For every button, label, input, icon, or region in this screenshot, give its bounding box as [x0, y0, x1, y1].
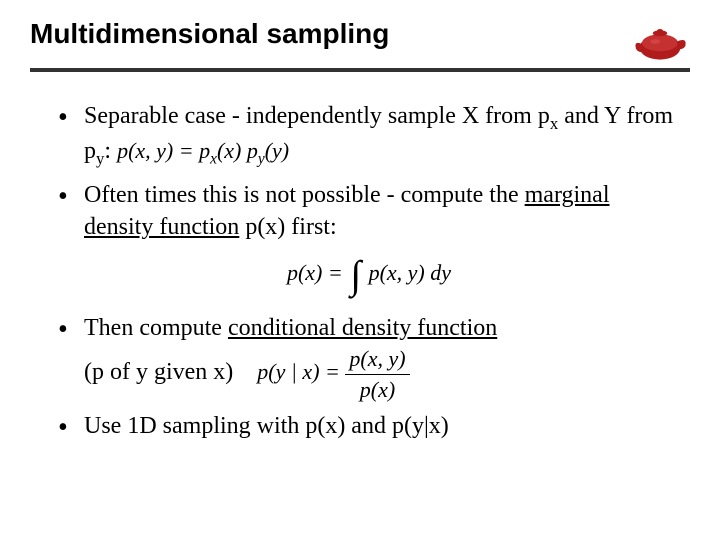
slide-content: • Separable case - independently sample …	[30, 100, 690, 443]
subscript: x	[550, 114, 558, 133]
bullet-text: Then compute conditional density functio…	[84, 312, 680, 405]
text-run: :	[104, 138, 117, 164]
formula-inline: p(x, y) = px(x) py(y)	[117, 138, 289, 163]
text-run: Then compute	[84, 315, 228, 341]
text-run: (p of y given x)	[84, 359, 233, 385]
underlined-term: conditional density function	[228, 315, 497, 341]
text-run: Separable case - independently sample X …	[84, 103, 550, 129]
formula-integrand: p(x, y) dy	[363, 260, 451, 285]
bullet-text: Use 1D sampling with p(x) and p(y|x)	[84, 410, 680, 442]
formula-part: p	[199, 138, 210, 163]
bullet-text: Often times this is not possible - compu…	[84, 179, 680, 244]
fraction: p(x, y) p(x)	[345, 344, 409, 404]
fraction-denominator: p(x)	[345, 375, 409, 405]
bullet-text: Separable case - independently sample X …	[84, 100, 680, 171]
bullet-dot-icon: •	[58, 316, 84, 344]
subscript: x	[210, 151, 217, 168]
bullet-item: • Use 1D sampling with p(x) and p(y|x)	[58, 410, 680, 442]
formula-block: p(x) = ∫ p(x, y) dy	[58, 252, 680, 298]
bullet-item: • Separable case - independently sample …	[58, 100, 680, 171]
formula-lhs: p(y | x) =	[257, 359, 345, 384]
slide-header: Multidimensional sampling	[30, 18, 690, 72]
formula-part: (y)	[265, 138, 289, 163]
bullet-item: • Often times this is not possible - com…	[58, 179, 680, 244]
formula-inline: p(y | x) = p(x, y) p(x)	[257, 359, 409, 384]
integral-sign: ∫	[350, 252, 361, 298]
text-run: p(x) first:	[239, 214, 336, 240]
slide: Multidimensional sampling • Separable ca…	[0, 0, 720, 540]
bullet-dot-icon: •	[58, 104, 84, 132]
subscript: y	[258, 151, 265, 168]
text-run: Often times this is not possible - compu…	[84, 182, 525, 208]
bullet-item: • Then compute conditional density funct…	[58, 312, 680, 405]
bullet-dot-icon: •	[58, 183, 84, 211]
formula-part: (x) p	[217, 138, 258, 163]
formula-lhs: p(x) =	[287, 260, 348, 285]
formula-lhs: p(x, y) =	[117, 138, 199, 163]
utah-teapot-icon	[630, 20, 690, 62]
bullet-dot-icon: •	[58, 414, 84, 442]
fraction-numerator: p(x, y)	[345, 344, 409, 375]
slide-title: Multidimensional sampling	[30, 18, 389, 50]
